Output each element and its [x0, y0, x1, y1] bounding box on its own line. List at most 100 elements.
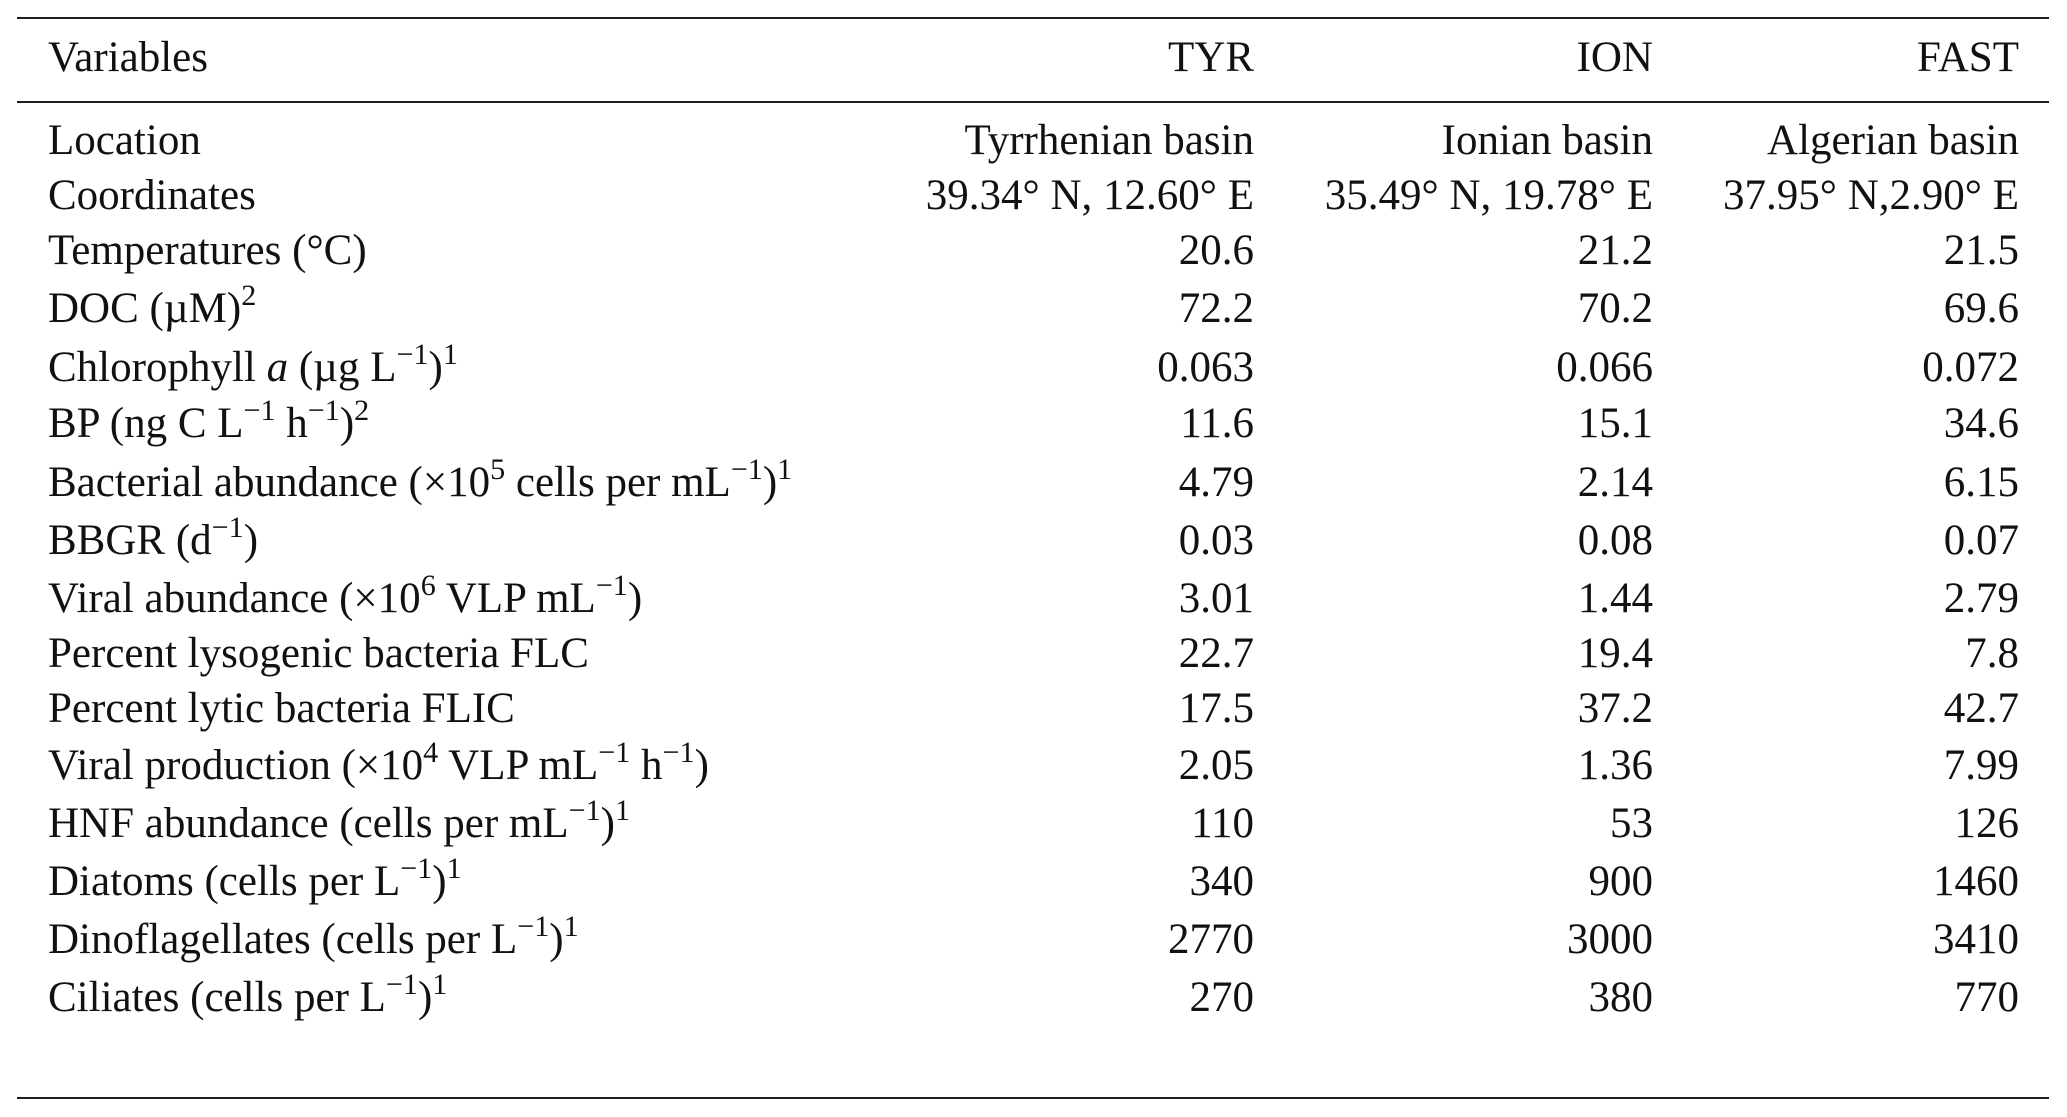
label-text: Bacterial abundance (×10	[48, 459, 491, 506]
label-text: Ciliates (cells per L	[48, 974, 386, 1021]
label-text: )	[627, 575, 643, 622]
row-label: Bacterial abundance (×105 cells per mL−1…	[48, 454, 792, 506]
row-label: Dinoflagellates (cells per L−1)1	[48, 911, 579, 963]
label-text: )	[762, 459, 778, 506]
label-text: Viral production (×10	[48, 742, 424, 789]
label-superscript: −1	[598, 735, 631, 770]
label-text: )	[432, 858, 447, 905]
value-fast: 126	[1954, 800, 2020, 847]
value-ion: 1.44	[1577, 575, 1653, 622]
table-row: Viral abundance (×106 VLP mL−1) 3.01 1.44 2…	[0, 570, 2067, 622]
value-tyr: 270	[1189, 974, 1255, 1021]
value-fast: 3410	[1933, 916, 2019, 963]
row-label: Diatoms (cells per L−1)1	[48, 853, 462, 905]
value-fast: 2.79	[1943, 575, 2019, 622]
value-ion: 70.2	[1577, 285, 1653, 332]
label-superscript: −1	[730, 452, 763, 487]
table-row: BBGR (d−1) 0.03 0.08 0.07	[0, 512, 2067, 564]
row-label: DOC (µM)2	[48, 280, 256, 330]
label-superscript: −1	[595, 568, 628, 603]
label-text: )	[600, 800, 615, 847]
row-label: Temperatures (°C)	[48, 229, 367, 272]
header-ion: ION	[1576, 34, 1653, 81]
value-fast: 21.5	[1943, 227, 2019, 274]
label-superscript: 1	[777, 452, 793, 487]
table-row: HNF abundance (cells per mL−1)1 110 53 126	[0, 795, 2067, 847]
row-label: Viral production (×104 VLP mL−1 h−1)	[48, 737, 709, 789]
label-superscript: −1	[211, 510, 244, 545]
value-ion: Ionian basin	[1441, 117, 1653, 164]
header-variables: Variables	[48, 34, 208, 81]
value-tyr: Tyrrhenian basin	[964, 117, 1254, 164]
label-text: Viral abundance (×10	[48, 575, 421, 622]
value-fast: 1460	[1933, 858, 2019, 905]
label-text: (µg L	[288, 344, 397, 391]
value-tyr: 2.05	[1178, 742, 1254, 789]
label-superscript: 1	[442, 337, 458, 372]
table-row: Percent lytic bacteria FLIC 17.5 37.2 42.7	[0, 687, 2067, 730]
value-ion: 19.4	[1577, 630, 1653, 677]
label-text: VLP mL	[435, 575, 596, 622]
value-ion: 21.2	[1577, 227, 1653, 274]
table-row: Diatoms (cells per L−1)1 340 900 1460	[0, 853, 2067, 905]
header-row: Variables TYR ION FAST	[0, 36, 2067, 79]
label-text: Location	[48, 117, 201, 164]
value-ion: 53	[1610, 800, 1653, 847]
value-fast: 7.8	[1965, 630, 2019, 677]
label-text: a	[266, 344, 289, 391]
label-superscript: −1	[517, 909, 550, 944]
label-superscript: 2	[241, 278, 257, 313]
value-tyr: 0.03	[1178, 517, 1254, 564]
top-rule	[17, 17, 2049, 19]
value-tyr: 340	[1189, 858, 1255, 905]
value-ion: 1.36	[1577, 742, 1653, 789]
value-tyr: 2770	[1168, 916, 1254, 963]
row-label: Chlorophyll a (µg L−1)1	[48, 339, 458, 391]
value-fast: 69.6	[1943, 285, 2019, 332]
label-text: Coordinates	[48, 172, 256, 219]
label-superscript: 1	[446, 851, 462, 886]
header-rule	[17, 101, 2049, 103]
value-tyr: 0.063	[1157, 344, 1254, 391]
label-superscript: 2	[354, 393, 370, 428]
label-text: VLP mL	[438, 742, 599, 789]
value-fast: 0.072	[1922, 344, 2019, 391]
label-text: h	[630, 742, 663, 789]
label-text: Dinoflagellates (cells per L	[48, 916, 518, 963]
value-tyr: 22.7	[1178, 630, 1254, 677]
value-fast: 6.15	[1943, 459, 2019, 506]
value-ion: 37.2	[1577, 685, 1653, 732]
row-label: BBGR (d−1)	[48, 512, 258, 562]
value-fast: 42.7	[1943, 685, 2019, 732]
table-row: BP (ng C L−1 h−1)2 11.6 15.1 34.6	[0, 395, 2067, 447]
value-fast: 0.07	[1943, 517, 2019, 564]
label-text: )	[549, 916, 564, 963]
table-row: Chlorophyll a (µg L−1)1 0.063 0.066 0.072	[0, 339, 2067, 391]
label-superscript: −1	[307, 393, 340, 428]
row-label: Ciliates (cells per L−1)1	[48, 969, 447, 1021]
label-superscript: −1	[662, 735, 695, 770]
label-text: h	[275, 400, 308, 447]
label-superscript: −1	[243, 393, 276, 428]
label-superscript: 5	[490, 452, 506, 487]
label-text: Percent lysogenic bacteria FLC	[48, 630, 589, 677]
table-row: DOC (µM)2 72.2 70.2 69.6	[0, 280, 2067, 332]
value-tyr: 4.79	[1178, 459, 1254, 506]
row-label: BP (ng C L−1 h−1)2	[48, 395, 369, 447]
value-ion: 0.066	[1556, 344, 1653, 391]
label-superscript: 6	[420, 568, 436, 603]
label-superscript: −1	[400, 851, 433, 886]
label-text: Temperatures (°C)	[48, 227, 367, 274]
value-tyr: 20.6	[1178, 227, 1254, 274]
value-ion: 2.14	[1577, 459, 1653, 506]
label-text: HNF abundance (cells per mL	[48, 800, 569, 847]
table-row: Viral production (×104 VLP mL−1 h−1) 2.05…	[0, 737, 2067, 789]
table-row: Coordinates 39.34° N, 12.60° E 35.49° N, 1…	[0, 174, 2067, 217]
value-ion: 380	[1588, 974, 1654, 1021]
label-text: )	[694, 742, 709, 789]
label-superscript: −1	[396, 337, 429, 372]
row-label: Coordinates	[48, 174, 256, 217]
value-tyr: 3.01	[1178, 575, 1254, 622]
value-ion: 3000	[1567, 916, 1653, 963]
row-label: Percent lysogenic bacteria FLC	[48, 632, 589, 675]
